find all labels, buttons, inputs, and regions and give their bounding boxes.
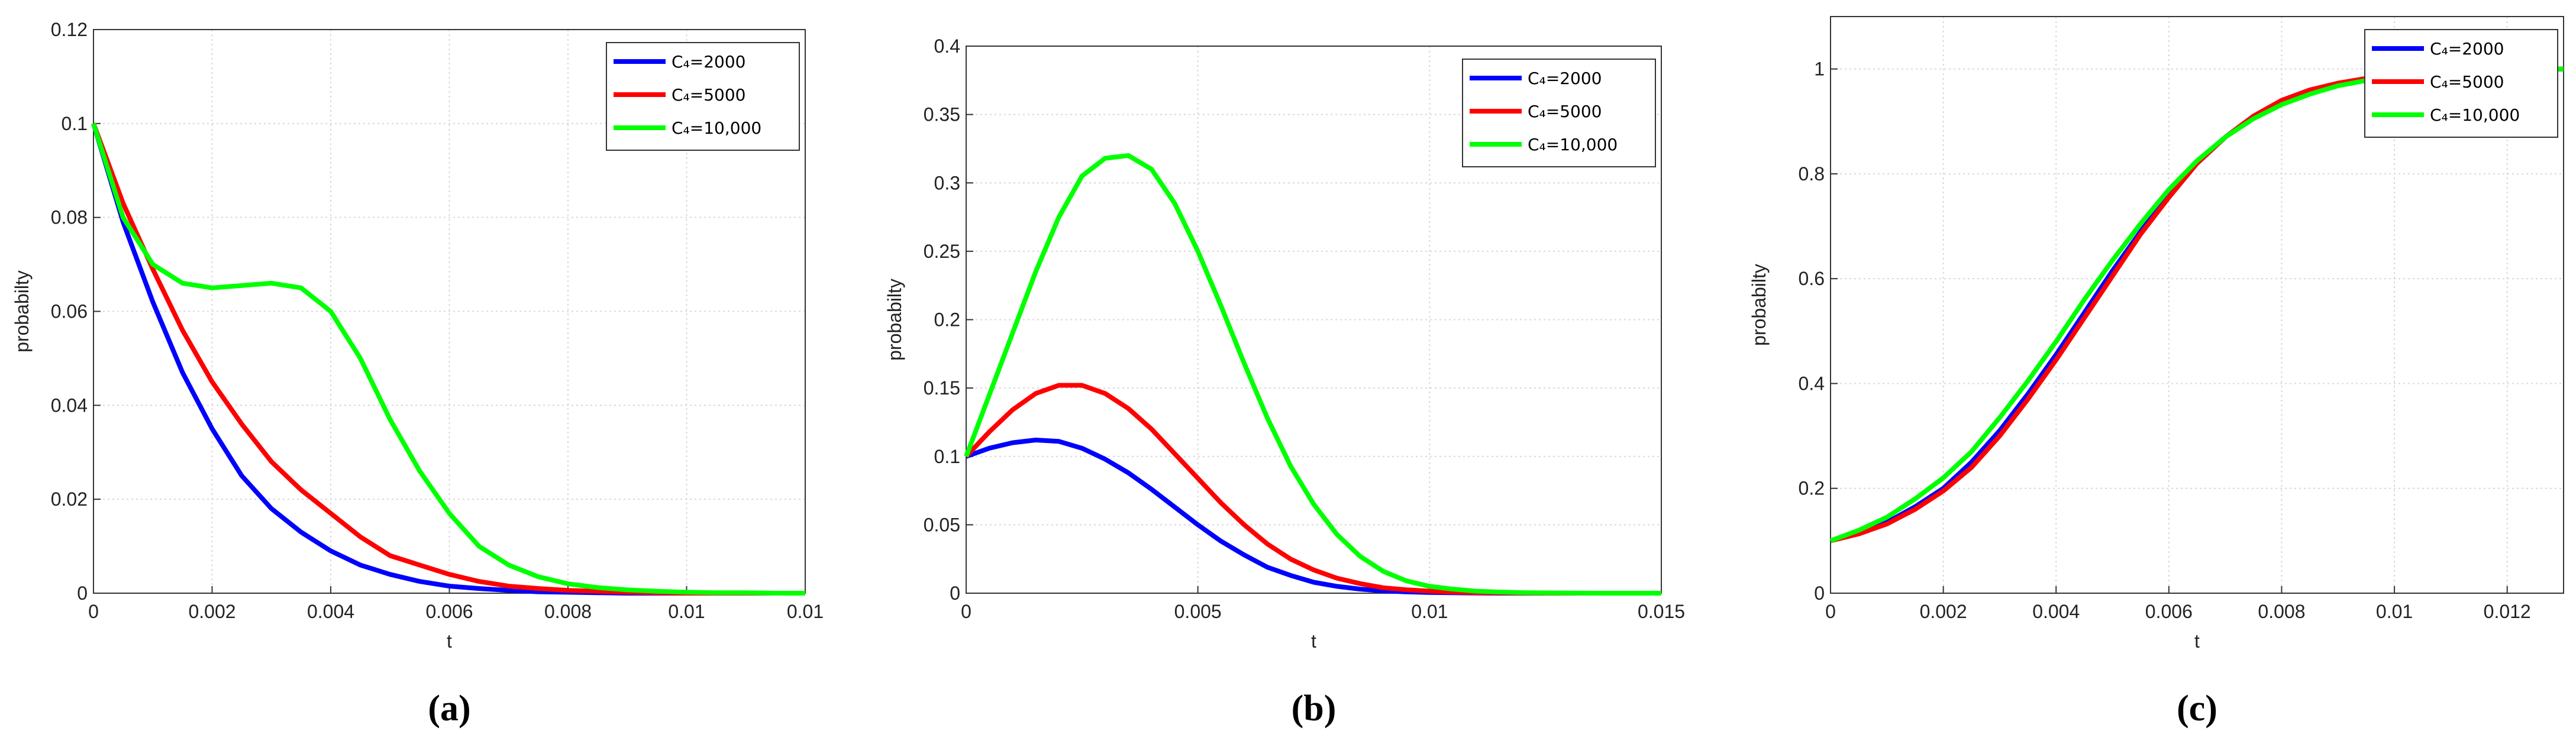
x-tick-label: 0.01	[787, 601, 824, 622]
legend: C₄=2000 C₄=5000 C₄=10,000	[1462, 59, 1656, 167]
x-tick-label: 0.002	[1920, 601, 1967, 622]
legend-label: C₄=2000	[2430, 39, 2504, 59]
x-tick-label: 0.015	[1638, 601, 1685, 622]
y-tick-label: 0.4	[1799, 373, 1825, 394]
series-line	[91, 122, 805, 596]
x-tick-label: 0	[1825, 601, 1836, 622]
y-axis-label: probabilty	[884, 279, 905, 361]
y-tick-label: 0.2	[934, 309, 960, 331]
x-tick-label: 0.002	[188, 601, 235, 622]
legend-label: C₄=5000	[1528, 102, 1602, 121]
x-tick-label: 0.008	[2258, 601, 2305, 622]
y-tick-label: 0.06	[51, 301, 88, 322]
y-tick-label: 0	[950, 583, 960, 604]
y-tick-label: 0.1	[62, 113, 88, 134]
y-tick-label: 0.12	[51, 19, 88, 40]
axes-frame	[966, 46, 1662, 594]
y-axis-label: probabilty	[1748, 264, 1770, 346]
y-tick-label: 0.1	[934, 446, 960, 467]
y-tick-label: 0.08	[51, 207, 88, 228]
legend-label: C₄=2000	[1528, 69, 1602, 88]
y-tick-label: 0	[77, 583, 88, 604]
caption: (c)	[2177, 688, 2217, 729]
legend: C₄=2000 C₄=5000 C₄=10,000	[606, 42, 800, 151]
y-tick-label: 0.2	[1799, 478, 1825, 499]
axes-frame	[1830, 16, 2564, 594]
legend-label: C₄=10,000	[672, 118, 761, 138]
y-tick-label: 0.8	[1799, 163, 1825, 185]
legend-label: C₄=5000	[2430, 72, 2504, 92]
x-tick-label: 0.01	[668, 601, 705, 622]
legend-label: C₄=10,000	[2430, 105, 2520, 125]
x-tick-label: 0	[88, 601, 99, 622]
series-line	[964, 153, 1661, 596]
caption: (b)	[1292, 688, 1337, 729]
x-axis-label: t	[447, 630, 452, 652]
y-tick-label: 0.15	[924, 377, 960, 399]
y-tick-label: 0.05	[924, 514, 960, 535]
y-tick-label: 0.3	[934, 172, 960, 193]
y-tick-label: 0.6	[1799, 268, 1825, 289]
x-tick-label: 0	[961, 601, 971, 622]
x-tick-label: 0.008	[544, 601, 592, 622]
x-tick-label: 0.004	[2032, 601, 2080, 622]
x-axis-label: t	[1311, 630, 1316, 652]
x-tick-label: 0.006	[425, 601, 473, 622]
legend-label: C₄=5000	[672, 85, 746, 105]
y-axis-label: probabilty	[11, 270, 33, 352]
y-tick-label: 0.4	[934, 35, 960, 57]
x-tick-label: 0.01	[2376, 601, 2413, 622]
x-tick-label: 0.006	[2145, 601, 2193, 622]
x-tick-label: 0.005	[1174, 601, 1222, 622]
y-tick-label: 0.02	[51, 489, 88, 510]
caption: (a)	[428, 688, 470, 729]
legend: C₄=2000 C₄=5000 C₄=10,000	[2364, 29, 2558, 138]
x-tick-label: 0.01	[1411, 601, 1448, 622]
y-tick-label: 0.25	[924, 241, 960, 262]
y-tick-label: 0.35	[924, 104, 960, 125]
axes-frame	[93, 29, 806, 594]
x-axis-label: t	[2194, 630, 2200, 652]
x-tick-label: 0.004	[307, 601, 354, 622]
y-tick-label: 0	[1814, 583, 1825, 604]
y-tick-label: 0.04	[51, 394, 88, 416]
legend-label: C₄=2000	[672, 52, 746, 72]
x-tick-label: 0.012	[2484, 601, 2531, 622]
y-tick-label: 1	[1814, 59, 1825, 80]
legend-label: C₄=10,000	[1528, 135, 1618, 154]
